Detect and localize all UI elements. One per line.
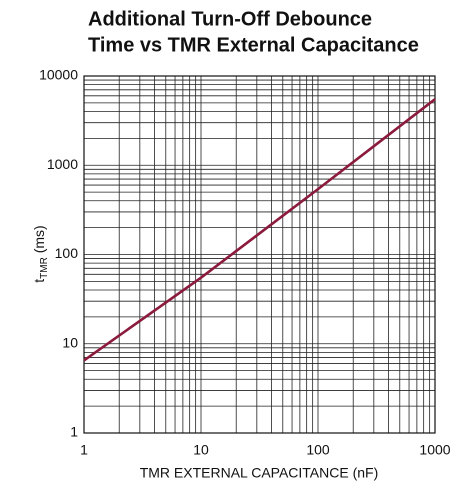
y-tick-label: 1 xyxy=(70,424,78,440)
y-tick-label: 100 xyxy=(55,245,79,261)
y-label-sub: TMR xyxy=(39,257,50,279)
y-tick-label: 10 xyxy=(62,334,78,350)
y-tick-label: 1000 xyxy=(47,156,78,172)
x-axis-label: TMR EXTERNAL CAPACITANCE (nF) xyxy=(140,465,379,481)
y-label-main: t xyxy=(31,279,47,283)
data-line xyxy=(83,98,436,362)
y-tick-label: 10000 xyxy=(39,67,78,83)
y-label-rest: (ms) xyxy=(31,225,47,257)
x-tick-label: 1 xyxy=(80,442,88,458)
x-tick-label: 10 xyxy=(193,442,209,458)
chart-title: Time vs TMR External Capacitance xyxy=(88,34,419,56)
chart-title: Additional Turn-Off Debounce xyxy=(88,8,372,30)
x-tick-label: 100 xyxy=(306,442,330,458)
x-tick-label: 1000 xyxy=(419,442,450,458)
y-axis-label: tTMR (ms) xyxy=(31,225,50,282)
plot-frame xyxy=(83,75,436,434)
